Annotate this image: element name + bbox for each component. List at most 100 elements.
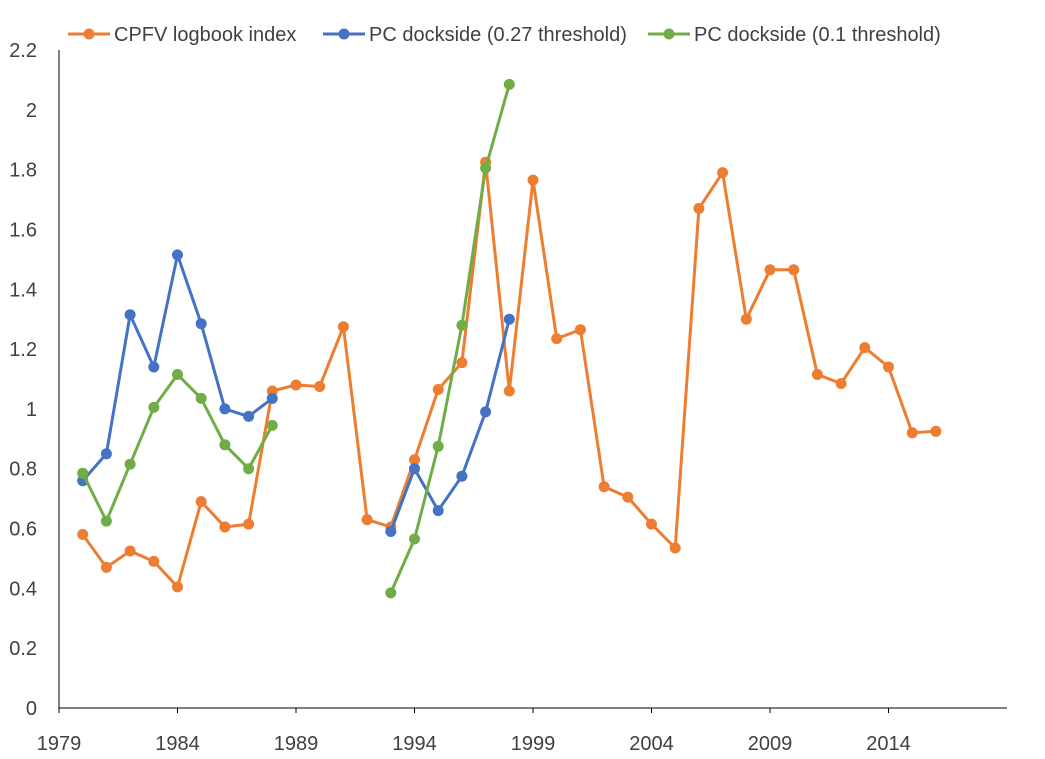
- series-3: [77, 78, 515, 599]
- y-tick-label: 0.6: [9, 519, 37, 541]
- x-tick-label: 1999: [511, 733, 556, 755]
- data-point: [432, 505, 444, 517]
- series-line: [81, 373, 274, 523]
- data-point: [503, 385, 515, 397]
- data-point: [503, 313, 515, 325]
- data-point: [717, 167, 729, 179]
- data-point: [574, 324, 586, 336]
- data-point: [148, 361, 160, 373]
- x-tick-label: 2009: [748, 733, 793, 755]
- legend-label: PC dockside (0.27 threshold): [369, 24, 627, 46]
- data-point: [764, 264, 776, 276]
- y-axis-ticks: 0 0.2 0.4 0.6 0.8 1 1.2 1.4 1.6 1.8 2 2.2: [9, 40, 37, 720]
- legend-item-1: CPFV logbook index: [68, 24, 296, 46]
- data-point: [859, 342, 871, 354]
- y-tick-label: 1.2: [9, 339, 37, 361]
- data-point: [243, 518, 255, 530]
- data-point: [551, 333, 563, 345]
- data-point: [409, 454, 420, 466]
- data-point: [172, 581, 183, 593]
- data-point: [77, 467, 89, 479]
- legend-label: CPFV logbook index: [114, 24, 296, 46]
- data-point: [906, 427, 918, 439]
- legend-item-3: PC dockside (0.1 threshold): [648, 24, 941, 46]
- data-point: [646, 518, 657, 530]
- series-line: [81, 253, 274, 482]
- data-point: [385, 526, 397, 537]
- data-point: [527, 174, 539, 186]
- data-point: [219, 521, 231, 533]
- x-axis-ticks: 1979 1984 1989 1994 1999 2004 2009 2014: [37, 708, 911, 755]
- series-2: [77, 249, 515, 537]
- series-line: [81, 160, 936, 589]
- data-point: [243, 463, 255, 475]
- y-tick-label: 1.8: [9, 160, 37, 182]
- data-point: [100, 561, 112, 573]
- data-point: [337, 321, 349, 333]
- legend-swatch-marker: [338, 28, 350, 40]
- y-tick-label: 0.8: [9, 459, 37, 481]
- data-point: [693, 203, 705, 214]
- series-1: [77, 156, 942, 593]
- data-point: [361, 514, 373, 526]
- data-point: [219, 439, 231, 451]
- data-point: [740, 313, 752, 325]
- data-point: [480, 162, 492, 174]
- data-point: [385, 587, 397, 599]
- legend-swatch-marker: [83, 28, 95, 40]
- data-point: [172, 249, 183, 261]
- y-tick-label: 1.4: [9, 279, 37, 301]
- data-point: [124, 545, 136, 557]
- data-point: [243, 410, 255, 422]
- x-tick-label: 1979: [37, 733, 82, 755]
- x-tick-label: 2014: [866, 733, 911, 755]
- series-line: [389, 318, 511, 533]
- legend: CPFV logbook index PC dockside (0.27 thre…: [68, 24, 941, 46]
- series-layer: [77, 78, 942, 599]
- data-point: [219, 403, 231, 415]
- data-point: [669, 542, 681, 554]
- y-tick-label: 0.2: [9, 638, 37, 660]
- x-tick-label: 1984: [155, 733, 200, 755]
- data-point: [409, 463, 420, 475]
- data-point: [883, 361, 894, 373]
- data-point: [456, 357, 468, 369]
- data-point: [409, 533, 420, 545]
- data-point: [266, 419, 278, 431]
- y-tick-label: 2.2: [9, 40, 37, 62]
- data-point: [930, 425, 942, 437]
- data-point: [456, 319, 468, 331]
- y-tick-label: 1.6: [9, 219, 37, 241]
- data-point: [172, 369, 183, 380]
- data-point: [148, 555, 160, 567]
- data-point: [503, 78, 515, 90]
- data-point: [100, 515, 112, 527]
- data-point: [266, 392, 278, 404]
- data-point: [788, 264, 800, 276]
- legend-item-2: PC dockside (0.27 threshold): [323, 24, 627, 46]
- data-point: [480, 406, 492, 418]
- data-point: [148, 401, 160, 413]
- y-tick-label: 1: [26, 399, 37, 421]
- data-point: [195, 392, 207, 404]
- data-point: [195, 318, 207, 330]
- data-point: [195, 496, 207, 508]
- data-point: [290, 379, 302, 391]
- data-point: [835, 378, 847, 389]
- data-point: [100, 448, 112, 460]
- legend-swatch-marker: [663, 28, 675, 40]
- y-tick-label: 2: [26, 100, 37, 122]
- x-tick-label: 2004: [629, 733, 674, 755]
- x-tick-label: 1994: [392, 733, 437, 755]
- data-point: [77, 529, 89, 540]
- legend-label: PC dockside (0.1 threshold): [694, 24, 941, 46]
- series-line: [389, 83, 511, 594]
- data-point: [314, 381, 326, 392]
- data-point: [622, 491, 634, 503]
- data-point: [432, 384, 444, 395]
- data-point: [124, 309, 136, 321]
- data-point: [124, 458, 136, 470]
- data-point: [432, 440, 444, 452]
- y-tick-label: 0: [26, 698, 37, 720]
